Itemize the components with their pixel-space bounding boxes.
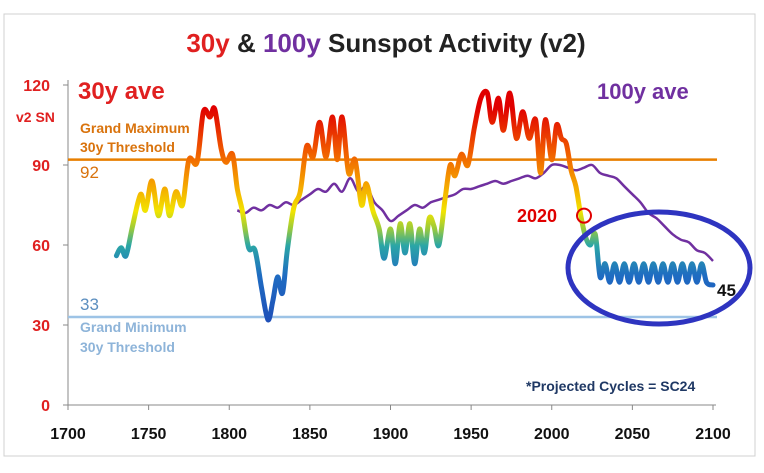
x-tick-label: 1850: [292, 426, 328, 443]
axes: 0 30 60 90 120 1700 1750 1800 1850 1900 1950 2000 20…: [23, 78, 731, 443]
title-30y: 30y: [186, 28, 230, 58]
x-tick-label: 2000: [534, 426, 570, 443]
y-axis-label: v2 SN: [16, 109, 55, 125]
grand-max-label-line1: Grand Maximum: [80, 120, 190, 136]
series-group: [113, 88, 716, 323]
y-tick-label: 0: [41, 398, 50, 415]
grand-max-label-line2: 30y Threshold: [80, 139, 175, 155]
marker-2020-label: 2020: [517, 206, 557, 226]
grand-min-label-line2: 30y Threshold: [80, 339, 175, 355]
end-value-label: 45: [717, 281, 736, 300]
y-tick-label: 30: [32, 318, 50, 335]
footnote-projected-cycles: *Projected Cycles = SC24: [526, 378, 695, 394]
x-tick-label: 1900: [373, 426, 409, 443]
title-ampersand: &: [230, 28, 263, 58]
marker-2020-circle: [576, 207, 592, 224]
x-tick-label: 1950: [453, 426, 489, 443]
chart-title: 30y & 100y Sunspot Activity (v2): [186, 28, 585, 58]
x-tick-label: 1700: [50, 426, 86, 443]
grand-max-value-label: 92: [80, 163, 99, 182]
legend-30y-ave: 30y ave: [78, 78, 165, 105]
title-100y: 100y: [263, 28, 321, 58]
series-30y-ave-line: [113, 88, 716, 323]
x-tick-label: 1750: [131, 426, 167, 443]
projection-ellipse: [565, 209, 753, 327]
y-tick-label: 120: [23, 78, 50, 95]
series-100y-ave-line: [236, 163, 714, 262]
x-tick-label: 2100: [695, 426, 731, 443]
grand-min-value-label: 33: [80, 295, 99, 314]
x-tick-label: 1800: [211, 426, 247, 443]
title-rest: Sunspot Activity (v2): [321, 28, 586, 58]
y-tick-label: 90: [32, 158, 50, 175]
legend-100y-ave: 100y ave: [597, 79, 689, 104]
chart-frame: [3, 13, 756, 457]
y-tick-label: 60: [32, 238, 50, 255]
grand-min-label-line1: Grand Minimum: [80, 319, 187, 335]
x-tick-label: 2050: [615, 426, 651, 443]
